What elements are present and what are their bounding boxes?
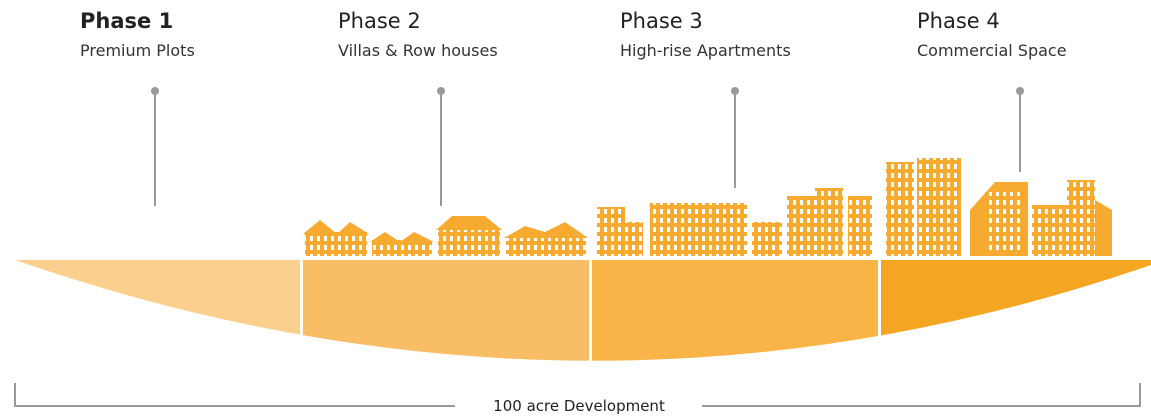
apartments xyxy=(597,188,872,256)
footer-label: 100 acre Development xyxy=(493,397,665,415)
phase-title: Phase 2 xyxy=(338,9,421,33)
houses xyxy=(303,216,588,256)
phase-title: Phase 1 xyxy=(80,9,173,33)
phase-title: Phase 3 xyxy=(620,9,703,33)
commercial xyxy=(886,158,1112,256)
infographic: Phase 1 Premium Plots Phase 2 Villas & R… xyxy=(0,0,1151,419)
phase-subtitle: Villas & Row houses xyxy=(338,41,498,60)
phase-subtitle: Premium Plots xyxy=(80,41,195,60)
phase-subtitle: High-rise Apartments xyxy=(620,41,791,60)
phase-subtitle: Commercial Space xyxy=(917,41,1067,60)
phase-band xyxy=(0,250,1151,419)
phase-title: Phase 4 xyxy=(917,9,1000,33)
